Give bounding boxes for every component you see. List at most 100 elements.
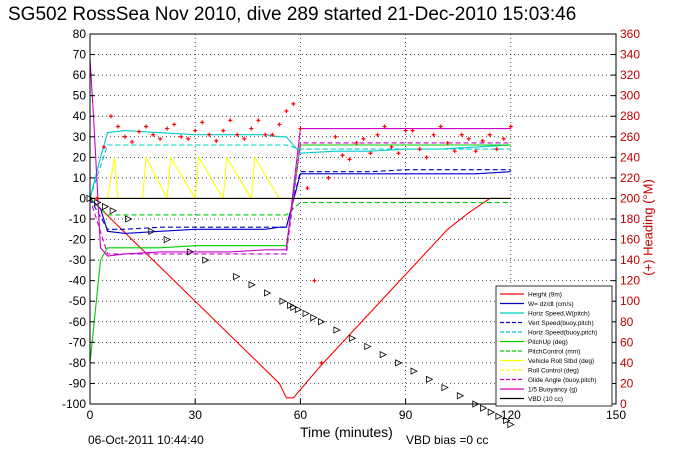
series-line-9 (89, 142, 511, 255)
depth-marker (480, 404, 488, 412)
left-tick-label: -40 (69, 274, 87, 288)
heading-point (179, 134, 184, 139)
heading-point (473, 149, 478, 154)
heading-point (130, 139, 135, 144)
right-tick-label: 220 (620, 171, 640, 185)
series-line-4 (89, 144, 511, 199)
left-tick-label: -60 (69, 315, 87, 329)
heading-point (354, 140, 359, 145)
legend-label: 1/5 Buoyancy (g) (528, 387, 577, 394)
heading-point (193, 128, 198, 133)
heading-point (375, 132, 380, 137)
heading-point (424, 155, 429, 160)
heading-point (487, 132, 492, 137)
depth-marker (264, 289, 272, 297)
heading-point (158, 136, 163, 141)
depth-marker (348, 334, 357, 342)
heading-point (123, 134, 128, 139)
heading-point (116, 124, 121, 129)
series-line-1 (89, 171, 511, 234)
x-tick-label: 0 (87, 408, 94, 422)
right-tick-label: 240 (620, 150, 640, 164)
x-axis-ticks: 0 30 60 90 120 150 (87, 399, 626, 422)
x-tick-label: 30 (189, 408, 203, 422)
left-tick-label: -80 (69, 356, 87, 370)
heading-point (228, 118, 233, 123)
right-tick-label: 160 (620, 233, 640, 247)
heading-point (410, 128, 415, 133)
heading-point (312, 278, 317, 283)
right-tick-label: 80 (620, 315, 634, 329)
x-tick-label: 60 (294, 408, 308, 422)
left-tick-label: -90 (69, 376, 87, 390)
legend-label: W= dz/dt (cm/s) (528, 301, 574, 308)
heading-point (403, 128, 408, 133)
heading-point (172, 122, 177, 127)
depth-marker (310, 314, 318, 322)
legend-label: Horiz Speed(buoy,pitch) (528, 330, 597, 337)
depth-marker (148, 227, 156, 235)
heading-point (214, 138, 219, 143)
depth-marker (125, 215, 133, 223)
depth-marker (94, 198, 102, 207)
series-line-0 (89, 197, 511, 399)
legend-label: Horiz Speed,W(pitch) (528, 311, 590, 318)
left-tick-label: 0 (79, 191, 86, 205)
heading-point (333, 134, 338, 139)
left-tick-label: 60 (73, 68, 87, 82)
right-tick-label: 360 (620, 27, 640, 41)
series-group (89, 58, 511, 399)
depth-marker (426, 375, 434, 383)
heading-point (298, 126, 303, 131)
legend-label: Height (9m) (528, 292, 562, 299)
left-axis-ticks: -100-90-80-70-60-50-40-30-20-10010203040… (62, 27, 95, 411)
series-line-3 (89, 169, 511, 230)
right-tick-label: 60 (620, 335, 634, 349)
legend-box (495, 285, 613, 407)
left-tick-label: 50 (73, 89, 87, 103)
heading-point (347, 157, 352, 162)
left-tick-label: -50 (69, 294, 87, 308)
depth-marker (318, 318, 326, 326)
series-line-5 (89, 144, 511, 363)
heading-point (249, 126, 254, 131)
x-axis-label: Time (minutes) (300, 424, 393, 440)
heading-point (235, 132, 240, 137)
depth-marker (102, 203, 110, 211)
depth-marker (302, 309, 310, 318)
depth-marker (333, 326, 341, 334)
heading-point (102, 145, 107, 150)
heading-point (277, 122, 282, 127)
depth-marker (379, 351, 388, 359)
heading-point (151, 132, 156, 137)
left-tick-label: -100 (62, 397, 86, 411)
depth-marker (233, 272, 241, 281)
left-tick-label: 80 (73, 27, 87, 41)
depth-marker (487, 408, 496, 416)
heading-point (207, 132, 212, 137)
depth-marker (109, 207, 118, 215)
timestamp-footer: 06-Oct-2011 10:44:40 (88, 433, 204, 447)
depth-marker (456, 392, 465, 400)
right-axis-ticks: 0 20 40 60 80 100 120 140 160 180 200 220 240 260 280 3… (611, 27, 640, 411)
legend-label: Vehicle Roll Stbd (deg) (528, 358, 594, 365)
heading-point (494, 147, 499, 152)
depth-marker (248, 281, 256, 289)
depth-markers (86, 194, 515, 429)
heading-point (417, 147, 422, 152)
x-tick-label: 120 (501, 408, 521, 422)
heading-point (438, 124, 443, 129)
legend-label: VBD (10 cc) (528, 396, 563, 403)
heading-point (431, 132, 436, 137)
heading-point (382, 124, 387, 129)
right-tick-label: 260 (620, 130, 640, 144)
right-tick-label: 120 (620, 274, 640, 288)
heading-point (270, 132, 275, 137)
depth-marker (495, 412, 503, 420)
heading-point (256, 118, 261, 123)
legend: Height (9m) W= dz/dt (cm/s) Horiz Speed,W(… (495, 285, 613, 407)
heading-series (95, 101, 513, 365)
heading-point (501, 136, 506, 141)
left-tick-label: 40 (73, 109, 87, 123)
depth-marker (503, 416, 511, 425)
